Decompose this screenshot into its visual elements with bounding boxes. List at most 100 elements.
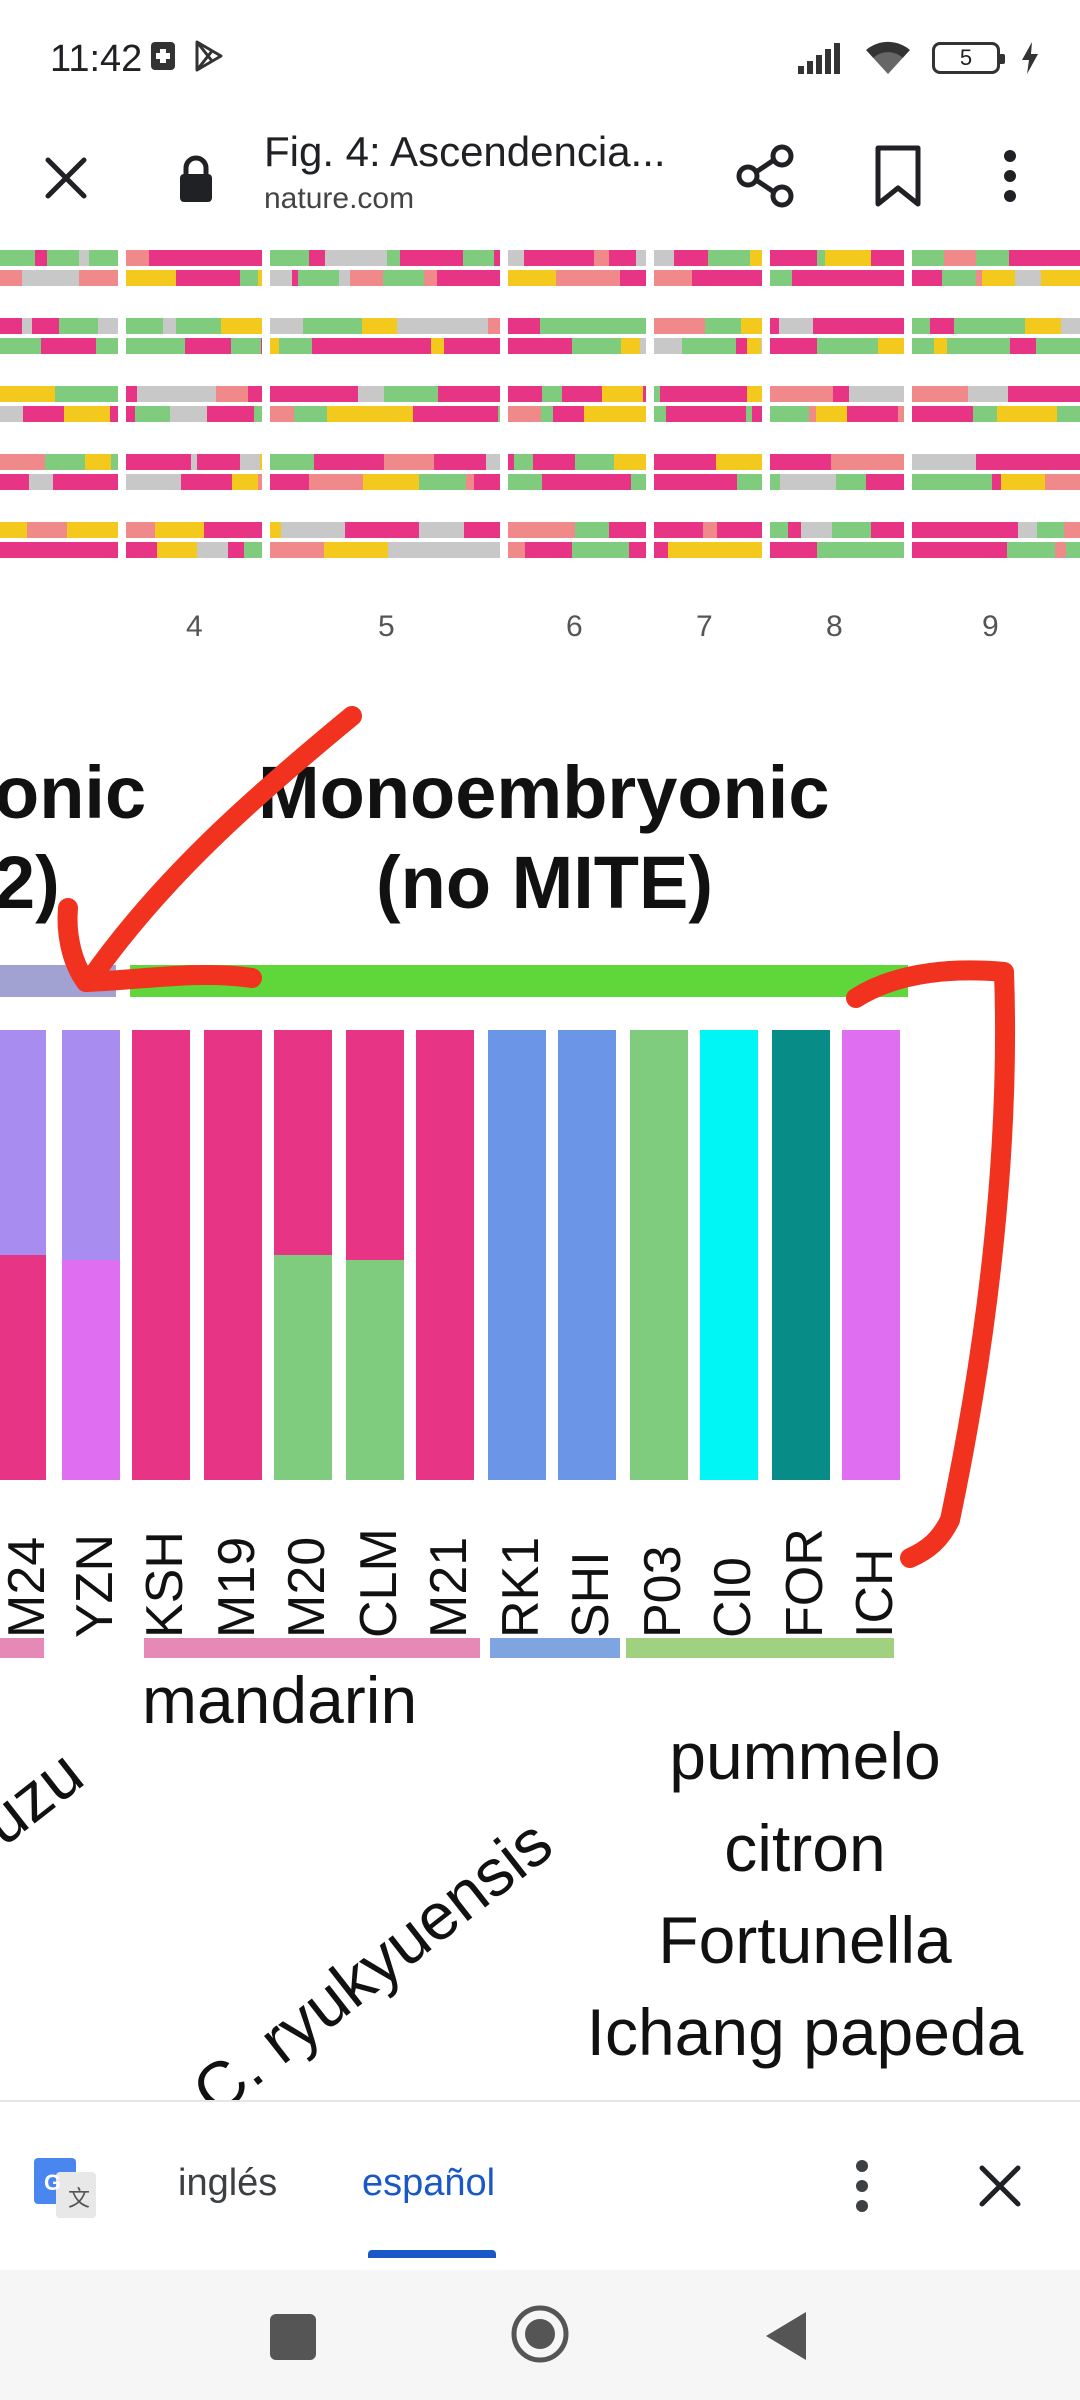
google-translate-icon[interactable]: G 文 [34, 2158, 96, 2218]
painting-segment [968, 386, 1008, 402]
painting-segment [508, 522, 521, 538]
painting-segment [228, 406, 242, 422]
painting-segment [770, 454, 818, 470]
painting-segment [770, 542, 817, 558]
painting-segment [327, 406, 386, 422]
others-label: pummelo citron Fortunella Ichang papeda [540, 1710, 1070, 2078]
painting-segment [833, 386, 849, 402]
painting-segment [995, 454, 1041, 470]
painting-segment [22, 270, 79, 286]
painting-segment [575, 522, 609, 538]
painting-segment [654, 270, 692, 286]
painting-segment [631, 474, 646, 490]
translate-more-icon[interactable] [842, 2150, 882, 2222]
recents-button[interactable] [270, 2314, 316, 2360]
axis-number: 7 [696, 610, 713, 643]
axis-number: 4 [186, 610, 203, 643]
painting-segment [59, 318, 66, 334]
painting-segment [1017, 318, 1025, 334]
painting-segment [115, 474, 118, 490]
painting-segment [816, 406, 847, 422]
painting-segment [780, 474, 836, 490]
painting-segment [912, 542, 951, 558]
translate-close-icon[interactable] [968, 2154, 1032, 2218]
monoembryonic-group-bar [130, 965, 908, 997]
painting-segment [191, 454, 197, 470]
painting-segment [53, 474, 115, 490]
painting-segment [32, 318, 42, 334]
bookmark-icon[interactable] [864, 142, 932, 210]
painting-segment [400, 250, 463, 266]
painting-segment [0, 522, 27, 538]
painting-segment [508, 318, 540, 334]
painting-segment [508, 250, 524, 266]
painting-segment [533, 454, 575, 470]
more-vert-icon[interactable] [986, 142, 1034, 210]
painting-segment [85, 454, 111, 470]
axis-number: 9 [982, 610, 999, 643]
painting-segment [636, 250, 646, 266]
painting-segment [29, 454, 45, 470]
share-icon[interactable] [732, 142, 800, 210]
painting-segment [270, 338, 279, 354]
bar-label: CI0 [704, 1557, 762, 1638]
painting-segment [1010, 338, 1036, 354]
painting-segment [1064, 522, 1080, 538]
painting-segment [35, 250, 47, 266]
bar-segment-top [416, 1030, 474, 1480]
painting-segment [770, 406, 777, 422]
painting-segment [992, 474, 1001, 490]
painting-segment [386, 406, 413, 422]
painting-segment [951, 542, 1007, 558]
painting-segment [329, 386, 349, 402]
back-button[interactable] [760, 2308, 810, 2364]
painting-segment [693, 386, 736, 402]
others-underline [626, 1638, 894, 1658]
painting-segment [474, 474, 500, 490]
painting-segment [1062, 474, 1080, 490]
svg-text:文: 文 [68, 2187, 90, 2212]
painting-segment [466, 474, 474, 490]
painting-segment [508, 542, 525, 558]
painting-segment [508, 454, 514, 470]
painting-segment [1030, 250, 1080, 266]
target-language-tab[interactable]: español [362, 2162, 496, 2204]
battery-icon: 5 [932, 42, 1005, 74]
painting-segment [654, 338, 682, 354]
painting-segment [792, 270, 801, 286]
painting-segment [820, 270, 873, 286]
ancestry-bars [0, 1030, 900, 1480]
bar-segment-top [700, 1030, 758, 1480]
painting-segment [604, 318, 646, 334]
bar-segment-top [630, 1030, 688, 1480]
painting-segment [298, 270, 339, 286]
painting-segment [126, 270, 176, 286]
painting-segment [788, 522, 801, 538]
painting-segment [562, 386, 602, 402]
page-title[interactable]: Fig. 4: Ascendencia... [264, 128, 666, 175]
painting-segment [64, 406, 110, 422]
page-domain[interactable]: nature.com [264, 182, 415, 215]
painting-segment [479, 454, 486, 470]
painting-segment [982, 270, 1015, 286]
painting-segment [801, 522, 832, 538]
painting-segment [777, 406, 809, 422]
painting-segment [419, 522, 464, 538]
wifi-icon [866, 41, 910, 74]
painting-segment [258, 474, 262, 490]
painting-segment [384, 454, 434, 470]
bar-segment-top [558, 1030, 616, 1480]
painting-segment [349, 386, 358, 402]
painting-segment [654, 406, 666, 422]
painting-segment [972, 474, 992, 490]
sim-icon [151, 42, 175, 70]
close-icon[interactable] [34, 146, 98, 210]
status-left-icons [150, 40, 224, 72]
painting-segment [621, 338, 640, 354]
painting-segment [871, 250, 904, 266]
translate-bar: G 文 inglés español [0, 2100, 1080, 2270]
painting-segment [717, 522, 762, 538]
painting-segment [258, 270, 262, 286]
home-button[interactable] [508, 2302, 572, 2366]
source-language-tab[interactable]: inglés [178, 2162, 278, 2204]
